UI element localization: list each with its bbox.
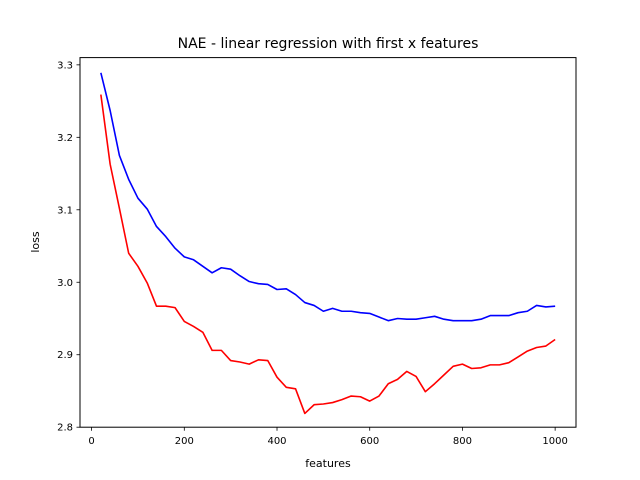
chart-title: NAE - linear regression with first x fea…	[178, 36, 479, 52]
y-tick-label: 3.1	[57, 205, 73, 216]
y-tick-label: 3.0	[57, 278, 73, 289]
y-tick-label: 2.8	[57, 423, 73, 434]
y-tick-label: 2.9	[57, 350, 73, 361]
y-tick-label: 3.3	[57, 60, 73, 71]
x-tick-label: 200	[175, 436, 194, 447]
series-line-0	[100, 72, 556, 322]
x-tick-label: 400	[267, 436, 286, 447]
x-tick-label: 600	[360, 436, 379, 447]
x-tick-label: 800	[453, 436, 472, 447]
plot-frame	[79, 57, 577, 428]
x-axis: 0 200 400 600 800 1000	[88, 427, 568, 447]
plot-area	[100, 72, 556, 415]
y-axis: 2.8 2.9 3.0 3.1 3.2 3.3	[57, 60, 80, 434]
y-tick-label: 3.2	[57, 133, 73, 144]
x-axis-title: features	[305, 457, 351, 470]
x-tick-label: 1000	[542, 436, 567, 447]
series-line-1	[100, 94, 556, 415]
y-axis-title: loss	[29, 231, 42, 253]
x-tick-label: 0	[88, 436, 94, 447]
